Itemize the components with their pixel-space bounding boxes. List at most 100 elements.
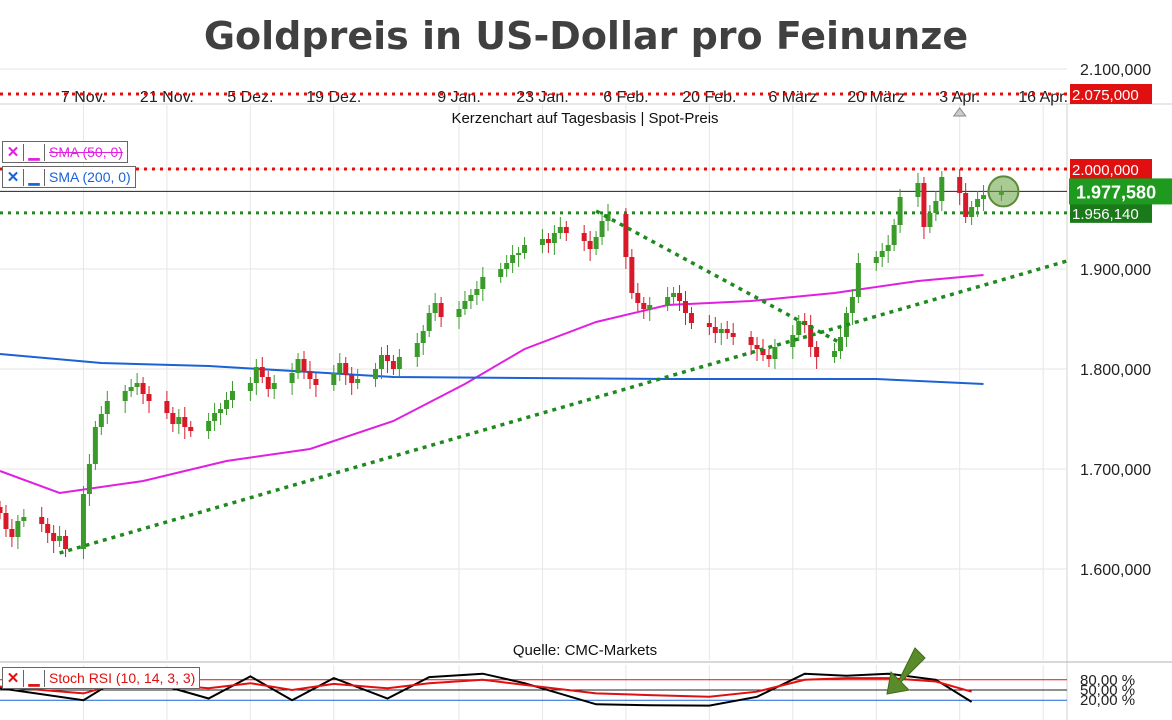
level-label: 2.075,000 (1072, 87, 1139, 104)
candle-body (265, 377, 271, 389)
downtrend-line (595, 209, 842, 345)
candle-body (301, 359, 307, 371)
candle-body (426, 313, 432, 331)
stoch-d-line (0, 677, 972, 698)
candle-body (331, 373, 337, 385)
candle-body (63, 536, 69, 549)
candle-body (21, 517, 27, 521)
candle-body (259, 367, 265, 377)
date-marker-icon (952, 107, 967, 117)
candle-body (760, 349, 766, 355)
candle-body (516, 253, 522, 255)
candle-body (420, 331, 426, 343)
x-tick-label: 19 Dez. (306, 89, 361, 106)
candle-body (295, 359, 301, 373)
candle-body (414, 343, 420, 357)
stoch-legend[interactable]: ✕ ▁ Stoch RSI (10, 14, 3, 3) (2, 667, 201, 689)
y-axis-ticks: 2.100,000 1.900,000 1.800,000 1.700,000 1.60… (1080, 62, 1151, 579)
remove-sma200-icon[interactable]: ✕ (6, 169, 20, 186)
candle-body (766, 355, 772, 359)
candle-body (218, 409, 224, 413)
candle-body (39, 517, 45, 524)
candle-body (462, 301, 468, 309)
candle-body (224, 400, 230, 409)
candle-body (593, 237, 599, 249)
sma50-legend[interactable]: ✕ ▁ SMA (50, 0) (2, 141, 128, 163)
chart-subtitle: Kerzenchart auf Tagesbasis | Spot-Preis (451, 110, 718, 127)
current-price-label: 1.977,580 (1076, 182, 1156, 202)
x-tick-label: 20 Feb. (682, 89, 736, 106)
current-price-tag (1069, 178, 1172, 205)
candle-body (122, 391, 128, 401)
candle-body (969, 207, 975, 217)
candle-body (981, 195, 987, 199)
candle-body (271, 383, 277, 389)
candle-body (432, 303, 438, 313)
annotations: Kerzenchart auf Tagesbasis | Spot-Preis Q… (451, 110, 1020, 695)
candle-body (599, 221, 605, 237)
candle-body (772, 347, 778, 359)
candle-body (337, 363, 343, 373)
candle-body (832, 351, 838, 357)
candle-body (164, 401, 170, 413)
candle-body (140, 383, 146, 394)
candle-body (683, 301, 689, 313)
candle-body (522, 245, 528, 253)
candle-body (57, 536, 63, 541)
remove-stoch-icon[interactable]: ✕ (6, 670, 20, 687)
x-tick-label: 9 Jan. (437, 89, 481, 106)
candle-body (724, 329, 730, 333)
y-tick-label: 1.800,000 (1080, 362, 1151, 379)
sma200-line (0, 353, 984, 385)
minimize-stoch-icon[interactable]: ▁ (23, 669, 45, 687)
trendlines (59, 209, 1068, 555)
sma200-label: SMA (200, 0) (49, 169, 131, 185)
candle-body (504, 263, 510, 269)
candle-body (438, 303, 444, 317)
chart-title: Goldpreis in US-Dollar pro Feinunze (203, 14, 969, 58)
candle-body (456, 309, 462, 317)
candle-body (623, 214, 629, 257)
x-tick-label: 6 Feb. (603, 89, 648, 106)
candle-body (605, 214, 611, 221)
candle-body (212, 413, 218, 421)
level-label: 2.000,000 (1072, 162, 1139, 179)
candle-body (498, 269, 504, 277)
candle-body (0, 507, 3, 513)
candle-body (229, 391, 235, 400)
stoch-tick-label: 20,00 % (1080, 692, 1135, 709)
y-tick-label: 2.100,000 (1080, 62, 1151, 79)
minimize-sma200-icon[interactable]: ▁ (23, 168, 45, 186)
candle-body (849, 297, 855, 313)
candle-body (253, 367, 259, 383)
x-tick-label: 20 März (847, 89, 905, 106)
candle-body (355, 379, 361, 383)
candle-body (170, 413, 176, 424)
uptrend-line (59, 259, 1068, 555)
candle-body (289, 373, 295, 383)
candle-body (104, 401, 110, 414)
candle-body (307, 371, 313, 379)
stoch-tick-label: 50,00 % (1080, 682, 1135, 699)
minimize-sma50-icon[interactable]: ▁ (23, 143, 45, 161)
candle-body (45, 524, 51, 533)
candle-body (957, 177, 963, 193)
candle-body (349, 375, 355, 383)
x-tick-label: 21 Nov. (140, 89, 194, 106)
candle-body (671, 293, 677, 297)
x-tick-label: 16 Apr. (1018, 89, 1068, 106)
candle-body (378, 355, 384, 369)
candle-body (176, 417, 182, 424)
candle-body (796, 321, 802, 335)
sma200-legend[interactable]: ✕ ▁ SMA (200, 0) (2, 166, 136, 188)
y-tick-label: 1.900,000 (1080, 262, 1151, 279)
candle-body (51, 533, 57, 541)
remove-sma50-icon[interactable]: ✕ (6, 144, 20, 161)
x-tick-label: 7 Nov. (61, 89, 106, 106)
sma50-label: SMA (50, 0) (49, 144, 123, 160)
candle-body (551, 233, 557, 243)
candle-body (837, 337, 843, 351)
grid (0, 68, 1172, 720)
candle-body (933, 201, 939, 213)
